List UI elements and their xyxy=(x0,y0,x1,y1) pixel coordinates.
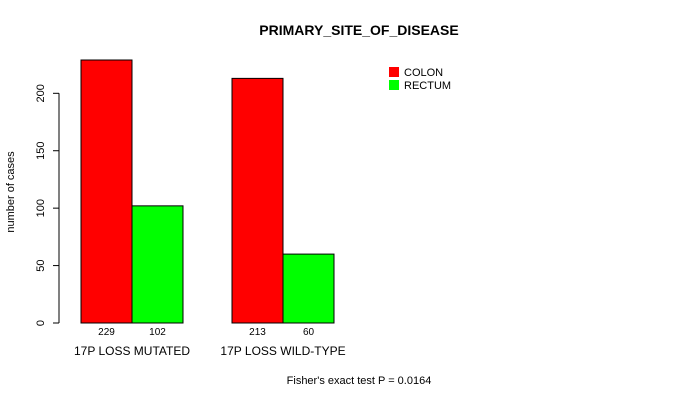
y-axis-label: number of cases xyxy=(5,151,17,233)
bar-value-labels: 229 102 213 60 xyxy=(98,327,314,338)
category-labels: 17P LOSS MUTATED 17P LOSS WILD-TYPE xyxy=(74,344,346,358)
y-tick-label: 0 xyxy=(35,320,47,326)
legend-swatch-colon xyxy=(389,67,399,77)
y-axis: 0 50 100 150 200 xyxy=(35,84,60,326)
chart-title: PRIMARY_SITE_OF_DISEASE xyxy=(259,22,458,38)
bar-colon xyxy=(231,77,284,324)
bars-group xyxy=(80,59,335,324)
bar-colon xyxy=(80,59,133,324)
y-tick-label: 50 xyxy=(35,259,47,271)
bar-value-label: 60 xyxy=(303,327,315,338)
y-tick-label: 100 xyxy=(35,199,47,217)
legend-label-rectum: RECTUM xyxy=(404,80,451,92)
y-tick-label: 150 xyxy=(35,142,47,160)
bar-value-label: 213 xyxy=(249,327,266,338)
legend-swatch-rectum xyxy=(389,80,399,90)
bar-rectum xyxy=(131,205,184,324)
fisher-test-footer: Fisher's exact test P = 0.0164 xyxy=(287,375,432,387)
category-label: 17P LOSS WILD-TYPE xyxy=(220,344,345,358)
category-label: 17P LOSS MUTATED xyxy=(74,344,190,358)
y-tick-label: 200 xyxy=(35,84,47,102)
bar-rectum xyxy=(282,253,335,324)
legend-label-colon: COLON xyxy=(404,67,443,79)
bar-value-label: 229 xyxy=(98,327,115,338)
bar-value-label: 102 xyxy=(149,327,166,338)
